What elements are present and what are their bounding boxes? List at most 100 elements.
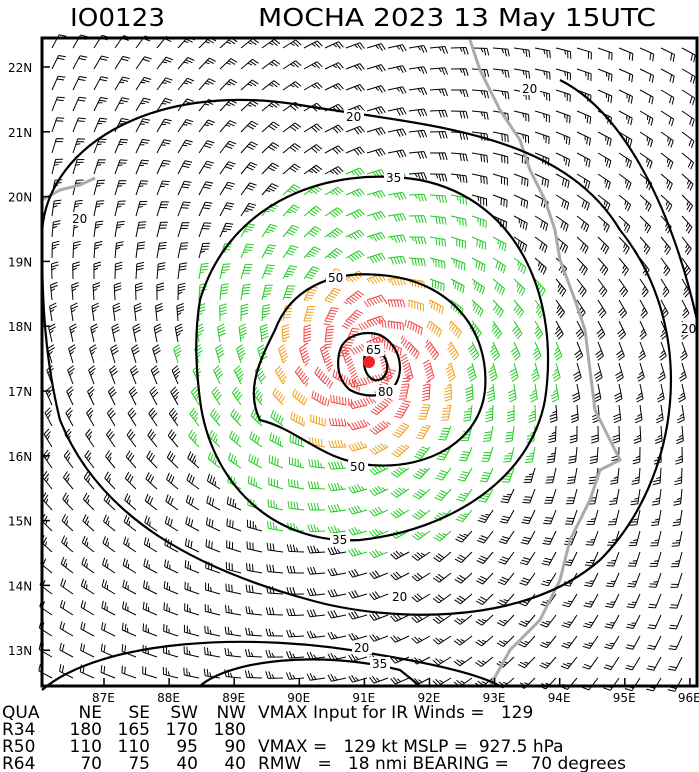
wind-barb (555, 68, 571, 81)
wind-barb (42, 471, 53, 490)
wind-barb (366, 148, 386, 157)
wind-barb (164, 559, 179, 574)
wind-barb (453, 677, 473, 688)
wind-barb (576, 152, 591, 168)
lat-tick-label: 13N (8, 644, 32, 658)
wind-barb (454, 551, 473, 564)
wind-barb (268, 455, 284, 469)
wind-barb (72, 55, 88, 70)
wind-barb (205, 539, 221, 553)
wind-barb (534, 152, 550, 166)
wind-barb (111, 323, 120, 343)
wind-barb (261, 304, 271, 322)
wind-barb (308, 459, 326, 469)
wind-barb (240, 243, 254, 259)
wind-barb (429, 236, 447, 247)
wind-barb (681, 278, 691, 298)
wind-barb (286, 565, 305, 574)
wind-barb (597, 236, 610, 255)
table-cell: 40 (176, 754, 198, 772)
wind-barb (303, 266, 320, 280)
wind-barb (286, 629, 305, 638)
wind-barb (48, 323, 56, 343)
wind-barb (303, 164, 323, 175)
wind-barb (268, 477, 284, 490)
wind-barb (568, 446, 578, 464)
wind-barb (518, 614, 536, 627)
wind-barb (133, 302, 142, 322)
wind-barb (324, 41, 344, 49)
wind-barb (469, 320, 482, 339)
wind-barb (93, 241, 103, 259)
wind-barb (124, 493, 137, 511)
wind-barb (81, 557, 95, 574)
wind-barb (261, 59, 281, 70)
wind-barb (433, 509, 452, 522)
wind-barb (612, 425, 621, 444)
wind-barb (101, 600, 116, 616)
wind-barb (240, 38, 259, 49)
wind-barb (455, 509, 473, 523)
wind-barb (288, 456, 305, 469)
wind-barb (408, 129, 428, 138)
wind-barb (287, 500, 305, 511)
wind-barb (450, 110, 469, 119)
wind-barb (633, 425, 642, 444)
wind-barb (408, 66, 428, 74)
wind-barb (327, 482, 347, 492)
wind-barb (135, 201, 148, 217)
contour-labels: 20 20 20 20 20 20 35 35 35 50 50 65 80 (70, 82, 697, 671)
wind-barb (63, 449, 74, 469)
wind-barb (303, 226, 322, 238)
wind-barb (324, 62, 344, 70)
wind-barb (177, 160, 193, 175)
wind-barb (576, 194, 590, 211)
wind-barb (369, 570, 389, 580)
wind-barb (429, 194, 448, 204)
table-cell: 75 (128, 754, 150, 772)
wind-barb (156, 159, 171, 175)
wind-barb (658, 362, 666, 382)
wind-barb (328, 417, 350, 427)
wind-barb (126, 428, 137, 448)
wind-barb (618, 236, 630, 255)
wind-barb (639, 47, 655, 62)
wind-barb (597, 194, 611, 212)
wind-barb (648, 572, 662, 588)
wind-barb (513, 215, 528, 231)
wind-barb (366, 232, 386, 242)
wind-barb (463, 404, 473, 422)
wind-barb (90, 323, 99, 343)
wind-barb (80, 643, 95, 658)
wind-barb (327, 610, 347, 619)
wind-barb (513, 236, 528, 253)
lat-tick-label: 22N (8, 61, 32, 75)
wind-barb (219, 181, 236, 196)
wind-barb (552, 362, 561, 382)
wind-barb (261, 223, 278, 238)
wind-barb (660, 194, 673, 213)
wind-barb (429, 46, 449, 54)
wind-barb (173, 344, 182, 364)
wind-barb (366, 169, 386, 178)
wind-barb (72, 159, 85, 175)
wind-barb (348, 548, 368, 557)
wind-barb (225, 605, 242, 616)
wind-barb (499, 509, 515, 524)
wind-barb (676, 425, 684, 445)
wind-barb (429, 88, 448, 97)
wind-barb (521, 509, 536, 525)
wind-barb (198, 181, 214, 196)
wind-barb (163, 602, 179, 616)
wind-barb (261, 121, 280, 133)
wind-barb (303, 123, 323, 133)
wind-barb (114, 118, 129, 133)
wind-barb (198, 78, 216, 91)
wind-barb (135, 282, 143, 301)
wind-barb (477, 509, 494, 523)
wind-barb (282, 285, 296, 301)
wind-barb (240, 264, 253, 280)
lon-tick-label: 92E (418, 691, 441, 705)
wind-barb (597, 278, 608, 298)
